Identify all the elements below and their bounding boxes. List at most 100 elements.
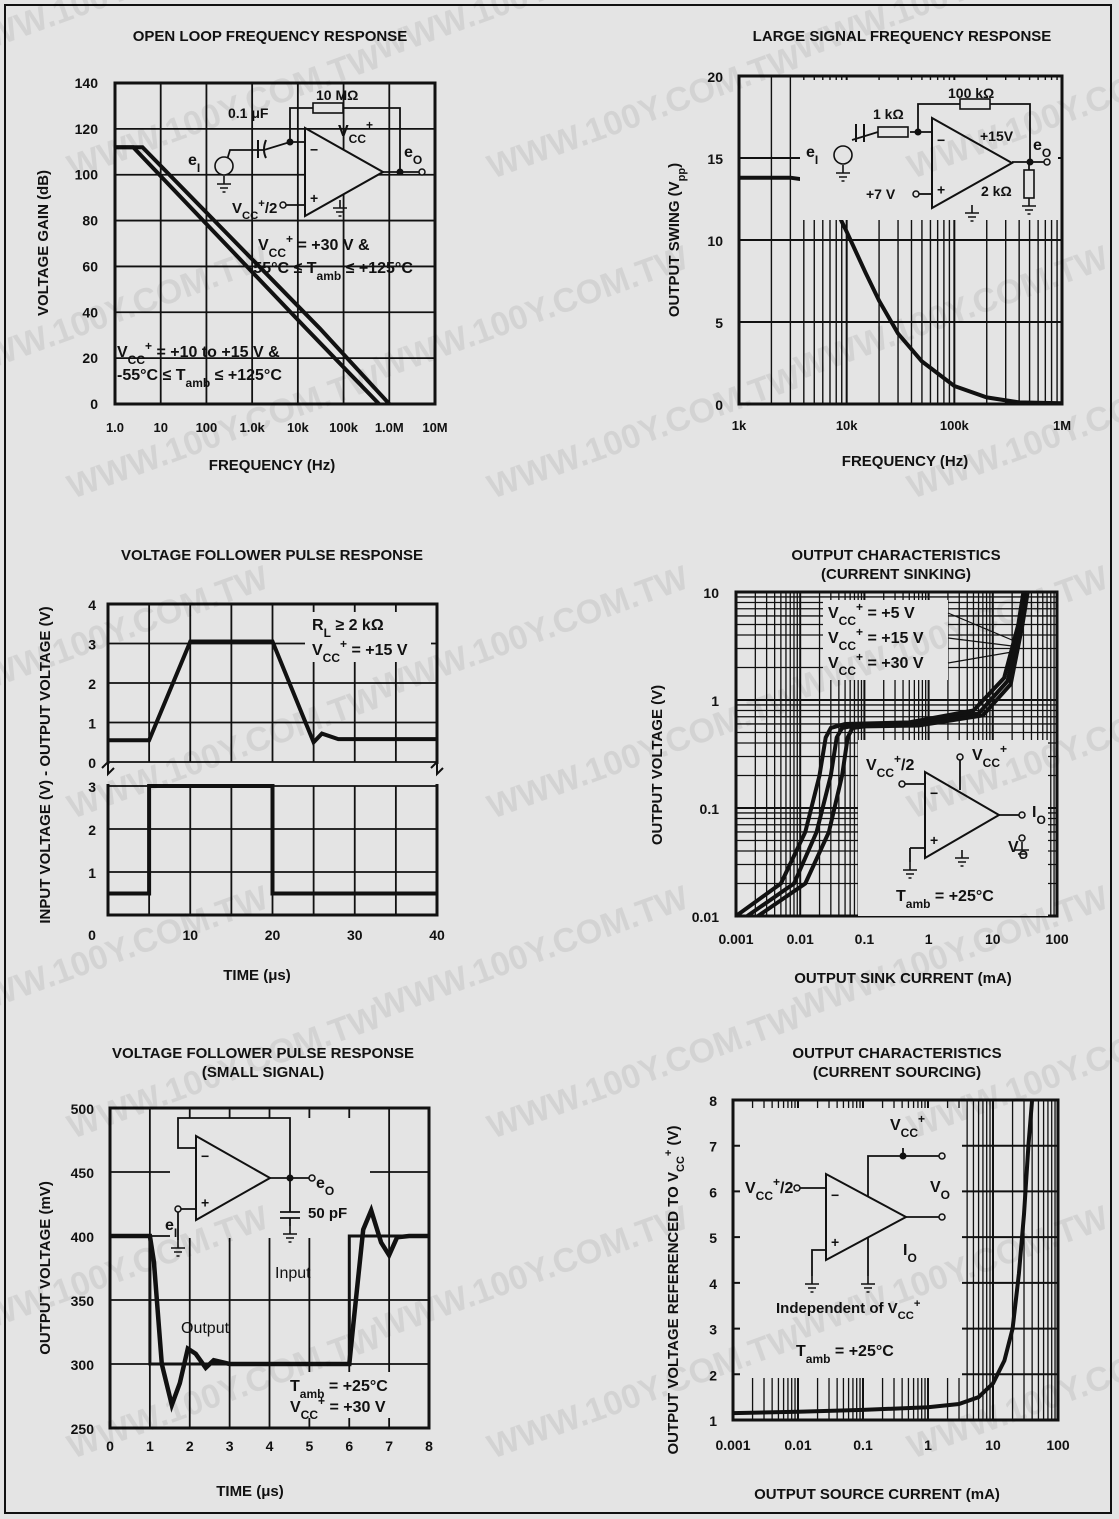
annotation-part: R — [312, 617, 324, 634]
circuit-label: +15V — [980, 128, 1014, 144]
x-tick-label: 2 — [186, 1438, 194, 1454]
y-tick-label: 1 — [88, 865, 96, 881]
chart-title: OUTPUT CHARACTERISTICS — [792, 1045, 1001, 1062]
circuit-label-ei: eI — [165, 1217, 177, 1240]
x-tick-label: 3 — [226, 1438, 234, 1454]
y-tick-label: 400 — [71, 1229, 95, 1245]
annotation-part: V — [117, 344, 128, 361]
annotation-part: O — [325, 1184, 334, 1198]
annotation-part: /2 — [780, 1180, 793, 1197]
annotation-part: /2 — [901, 757, 914, 774]
circuit-label: 1 kΩ — [873, 106, 904, 122]
plot-frame — [106, 602, 439, 917]
annotation-part: CC — [269, 246, 287, 260]
annotation-part: V — [828, 605, 839, 622]
plus-sign: + — [937, 182, 945, 198]
y-tick-label: 80 — [82, 213, 98, 229]
annotation-part: CC — [901, 1126, 919, 1140]
ground-symbol — [836, 165, 850, 182]
terminal-circle — [418, 168, 426, 176]
annotation-rl: RL ≥ 2 kΩ — [312, 617, 384, 640]
annotation-part: CC — [128, 353, 146, 367]
y-tick-label: 3 — [709, 1322, 717, 1338]
y-tick-label: 2 — [88, 676, 96, 692]
circuit-label-ei: eI — [188, 152, 200, 175]
annotation-part: O — [1019, 848, 1028, 862]
annotation-part: CC — [301, 1408, 319, 1422]
junction-dot — [396, 168, 404, 176]
annotation-part: CC — [349, 132, 367, 146]
circuit-label-vo: VO — [930, 1179, 950, 1202]
x-tick-label: 1 — [924, 1437, 932, 1453]
chart-subtitle: (CURRENT SINKING) — [821, 566, 971, 583]
terminal-circle — [1018, 811, 1026, 819]
x-tick-label: 10 — [985, 931, 1001, 947]
annotation-part: = +5 V — [863, 605, 915, 622]
y-axis-label-sup: + — [663, 1150, 675, 1156]
chart-large-signal: LARGE SIGNAL FREQUENCY RESPONSE 1k 10k 100k… — [666, 28, 1071, 470]
y-tick-label: 4 — [709, 1276, 717, 1292]
y-tick-label: 0 — [88, 755, 96, 771]
circuit-wire — [909, 847, 925, 862]
x-axis-label: FREQUENCY (Hz) — [209, 457, 335, 474]
circuit-label-vcc-half: VCC+/2 — [745, 1175, 793, 1203]
y-axis-label: OUTPUT SWING (Vpp) — [666, 163, 688, 317]
series-line — [746, 591, 1028, 918]
y-tick-label: 4 — [88, 597, 96, 613]
annotation-part: = +25°C — [830, 1343, 894, 1360]
circuit-label-io: IO — [903, 1242, 917, 1265]
annotation-part: O — [907, 1251, 916, 1265]
x-axis-label: FREQUENCY (Hz) — [842, 453, 968, 470]
series-line — [734, 591, 1026, 918]
x-tick-label: 100k — [940, 418, 970, 433]
series-line — [756, 591, 1030, 918]
y-tick-label: 0 — [715, 397, 723, 413]
annotation-part: V — [290, 1399, 301, 1416]
series-line — [732, 1099, 1035, 1416]
annotation-part: e — [404, 144, 413, 161]
resistor-10m — [312, 102, 344, 114]
annotation-part: CC — [898, 1310, 914, 1322]
terminal-circle — [308, 1174, 316, 1182]
opamp-symbol — [304, 126, 386, 218]
annotation-vcc10-15: VCC+ = +10 to +15 V & — [117, 339, 280, 367]
terminal-circle — [898, 780, 906, 788]
x-tick-label: 0 — [88, 927, 96, 943]
x-tick-label: 1 — [925, 931, 933, 947]
annotation-part: + — [258, 198, 265, 210]
circuit-label: 100 kΩ — [948, 85, 994, 101]
series-label-input: Input — [275, 1265, 311, 1282]
annotation-part: + — [286, 232, 293, 246]
annotation-part: = +25°C — [324, 1378, 388, 1395]
x-tick-label: 1.0k — [239, 420, 265, 435]
circuit-label-vcc-half: VCC+/2 — [866, 752, 914, 780]
circuit-label: 2 kΩ — [981, 183, 1012, 199]
annotation-part: V — [745, 1180, 756, 1197]
y-tick-label: 0.1 — [700, 801, 720, 817]
annotation-part: + — [856, 625, 863, 639]
plot-frame — [113, 81, 437, 406]
annotation-leader — [947, 637, 1013, 647]
y-tick-label: 1 — [711, 693, 719, 709]
annotation-part: e — [806, 144, 815, 161]
annotation-part: V — [828, 630, 839, 647]
circuit-label-eo: eO — [1033, 137, 1051, 160]
annotation-part: + — [918, 1112, 925, 1126]
annotation-part: V — [866, 757, 877, 774]
y-tick-label: 2 — [709, 1367, 717, 1383]
circuit-wire — [280, 1178, 300, 1226]
ground-symbol — [965, 205, 979, 222]
annotation-part: O — [1036, 813, 1045, 827]
series-line — [115, 145, 381, 406]
annotation-part: CC — [839, 639, 857, 653]
annotation-tamb: -55°C ≤ Tamb ≤ +125°C — [117, 367, 282, 390]
annotation-tamb: Tamb = +25°C — [896, 888, 994, 911]
x-tick-label: 8 — [425, 1438, 433, 1454]
series-label-output: Output — [181, 1320, 230, 1337]
plot-frame — [731, 1098, 1060, 1422]
ground-symbol — [1015, 842, 1029, 859]
terminal-circle — [912, 190, 920, 198]
circuit-label-eo: eO — [316, 1175, 334, 1198]
signal-source — [214, 156, 234, 176]
annotation-backdrop — [285, 1372, 425, 1418]
